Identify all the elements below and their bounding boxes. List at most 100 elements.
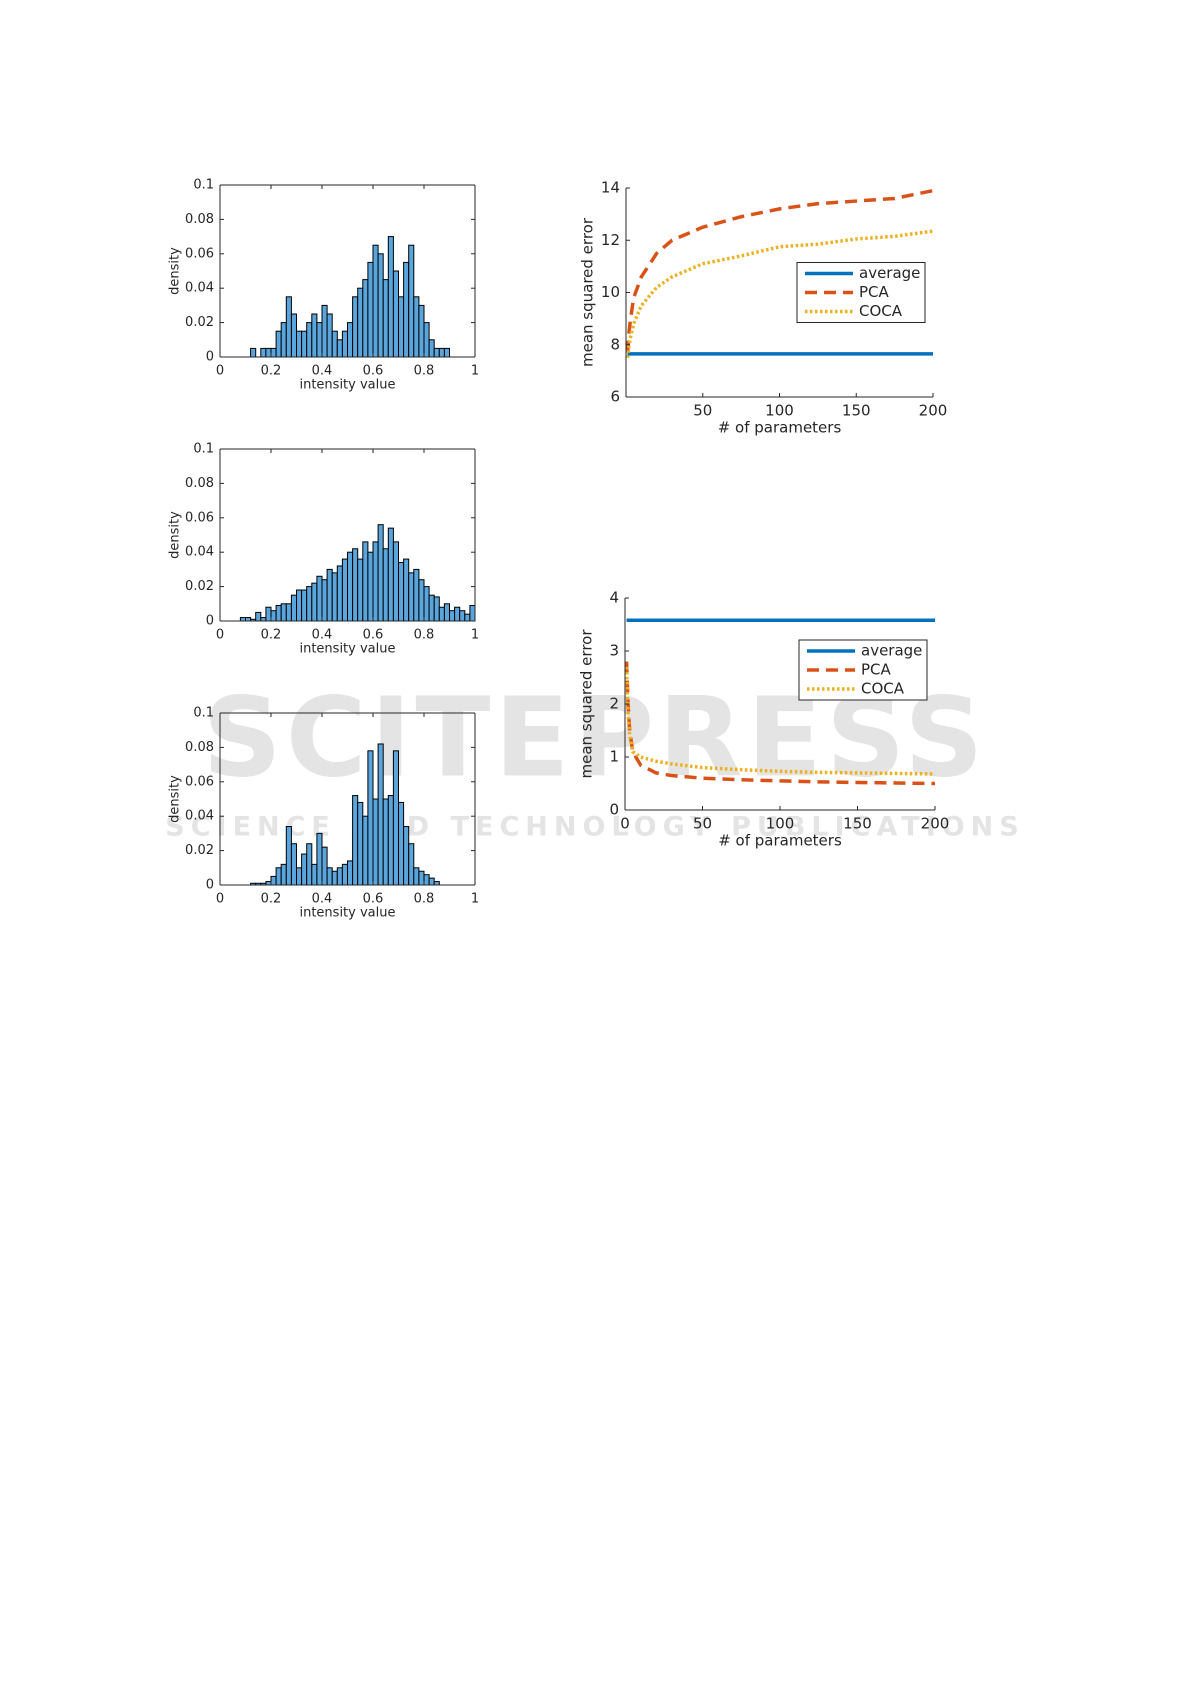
x-tick-label: 0.4: [312, 892, 333, 907]
y-axis-label: mean squared error: [579, 217, 597, 367]
bar: [316, 832, 323, 886]
y-axis-label: mean squared error: [578, 629, 596, 779]
y-tick-label: 4: [609, 589, 619, 607]
series-line: [624, 666, 936, 776]
y-tick-label: 6: [610, 388, 620, 406]
bar: [418, 304, 425, 358]
chart: 0 0.02 0.04 0.06 0.08 0.1 0 0.2 0.4 0.6 0.8 1 intens…: [168, 178, 480, 393]
x-tick-label: 0.6: [363, 628, 384, 643]
bar: [255, 611, 262, 622]
bar: [377, 253, 384, 358]
bar: [336, 867, 343, 886]
bar: [265, 881, 272, 886]
bar: [433, 881, 440, 886]
bar: [301, 589, 308, 622]
bar: [372, 798, 379, 886]
bar: [296, 867, 303, 886]
bar: [311, 313, 318, 358]
bar: [428, 877, 435, 886]
bar: [377, 743, 384, 886]
bar: [326, 568, 333, 622]
bar: [260, 617, 267, 622]
x-tick-label: 0.8: [414, 364, 435, 379]
bar: [428, 594, 435, 622]
y-tick-label: 0.1: [193, 706, 214, 721]
bar: [398, 801, 405, 886]
x-tick-label: 200: [921, 815, 950, 833]
bar: [352, 296, 359, 358]
y-tick-label: 0.06: [185, 246, 214, 261]
bar: [408, 244, 415, 358]
legend-label: COCA: [861, 680, 905, 698]
y-axis-label: density: [168, 775, 183, 823]
bar: [290, 594, 297, 622]
bar: [408, 572, 415, 622]
x-tick-label: 50: [693, 402, 712, 420]
bar: [352, 795, 359, 886]
bar: [290, 313, 297, 358]
bar: [336, 565, 343, 622]
bar: [347, 551, 354, 622]
watermark-subtitle: SCIENCE AND TECHNOLOGY PUBLICATIONS: [165, 812, 1024, 843]
bar: [392, 750, 399, 886]
bar: [280, 603, 287, 622]
bar: [280, 322, 287, 358]
bar: [341, 558, 348, 622]
x-axis-label: intensity value: [299, 642, 395, 657]
x-tick-label: 50: [693, 815, 712, 833]
bar: [403, 558, 410, 622]
bar: [321, 846, 328, 886]
bar: [398, 562, 405, 622]
y-tick-label: 0.02: [185, 579, 214, 594]
bar: [357, 558, 364, 622]
bar: [270, 347, 277, 358]
bar: [418, 870, 425, 886]
legend-label: average: [861, 642, 922, 660]
bar: [285, 826, 292, 886]
x-tick-label: 0.4: [312, 628, 333, 643]
bar: [311, 582, 318, 622]
bar: [306, 843, 313, 886]
bar: [352, 548, 359, 622]
bar: [423, 586, 430, 622]
bar: [362, 279, 369, 358]
series-line: [625, 188, 934, 353]
legend-label: COCA: [859, 302, 903, 320]
bar: [433, 596, 440, 622]
bar: [392, 270, 399, 358]
bar: [260, 347, 267, 358]
bar: [306, 586, 313, 622]
bar: [418, 579, 425, 622]
x-axis-label: intensity value: [299, 906, 395, 921]
bar: [285, 296, 292, 358]
x-tick-label: 150: [842, 402, 871, 420]
x-tick-label: 0.8: [414, 892, 435, 907]
bar: [403, 826, 410, 886]
bar: [367, 551, 374, 622]
bar: [275, 867, 282, 886]
x-tick-label: 0: [620, 815, 630, 833]
y-axis-label: density: [168, 511, 183, 559]
bar: [341, 863, 348, 886]
y-tick-label: 0.1: [193, 442, 214, 457]
bar: [296, 589, 303, 622]
bar: [296, 330, 303, 358]
bar: [423, 322, 430, 358]
x-tick-label: 0.2: [261, 364, 282, 379]
bar: [392, 541, 399, 622]
bar: [301, 330, 308, 358]
x-tick-label: 0.6: [363, 892, 384, 907]
bar: [270, 875, 277, 886]
bar: [306, 322, 313, 358]
bar: [413, 568, 420, 622]
bar: [372, 541, 379, 622]
bar: [362, 541, 369, 622]
bar: [443, 603, 450, 622]
y-tick-label: 0.02: [185, 843, 214, 858]
bar: [265, 347, 272, 358]
bar: [403, 261, 410, 358]
bar: [265, 606, 272, 622]
bar: [321, 579, 328, 622]
bar: [423, 874, 430, 886]
